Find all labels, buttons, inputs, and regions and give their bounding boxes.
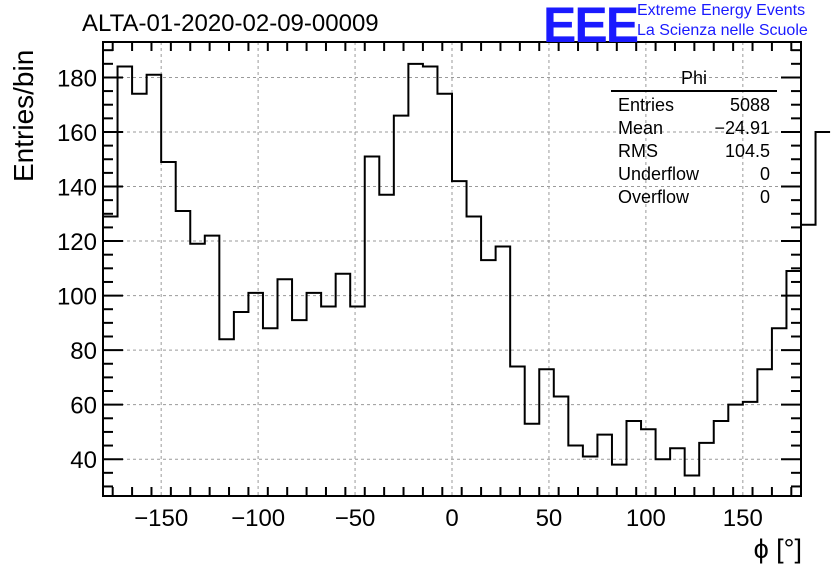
histogram-bin	[627, 421, 642, 496]
stats-row-underflow: Underflow 0	[611, 163, 777, 186]
histogram-bin	[568, 446, 583, 496]
histogram-bin	[278, 279, 293, 496]
histogram-bin	[248, 293, 263, 496]
histogram-line	[103, 62, 831, 477]
histogram-bin	[728, 405, 743, 496]
histogram-bin	[379, 195, 394, 496]
histogram-bin	[510, 366, 525, 496]
x-tick-label: 0	[445, 505, 458, 532]
stats-row-entries: Entries 5088	[611, 94, 777, 117]
x-tick-label: −150	[134, 505, 188, 532]
x-tick-label: 100	[626, 505, 666, 532]
stats-value: 0	[759, 187, 770, 207]
stats-box: Phi Entries 5088 Mean −24.91 RMS 104.5 U…	[611, 68, 777, 209]
histogram-bin	[685, 476, 700, 496]
tick-labels: −150 −100 −50 0 50 100 150 40 60 80 100 120 140 160 18…	[57, 65, 763, 532]
histogram-bin	[423, 67, 438, 496]
histogram-bin	[554, 396, 569, 496]
histogram-bin	[205, 236, 220, 496]
x-axis-label: ϕ [°]	[753, 534, 802, 564]
y-tick-label: 140	[57, 175, 97, 202]
histogram-bin	[234, 312, 249, 496]
x-tick-label: −100	[231, 505, 285, 532]
stats-row-rms: RMS 104.5	[611, 140, 777, 163]
y-tick-label: 60	[70, 393, 97, 420]
histogram-bin	[452, 181, 467, 496]
histogram-bin	[539, 369, 554, 496]
stats-value: −24.91	[714, 118, 770, 138]
stats-label: Overflow	[618, 187, 690, 207]
histogram-bin	[161, 162, 176, 496]
stats-label: Underflow	[618, 164, 700, 184]
y-tick-label: 80	[70, 338, 97, 365]
histogram-bin	[394, 116, 409, 496]
histogram-bin	[757, 369, 772, 496]
histogram-bin	[321, 306, 336, 496]
histogram-bin	[801, 225, 816, 496]
chart-title: ALTA-01-2020-02-09-00009	[82, 10, 379, 37]
stats-row-mean: Mean −24.91	[611, 117, 777, 140]
histogram-bin	[365, 157, 380, 496]
stats-value: 5088	[729, 95, 770, 115]
y-tick-label: 160	[57, 120, 97, 147]
histogram-bin	[292, 320, 307, 496]
histogram-bin	[118, 67, 133, 496]
stats-value: 104.5	[724, 141, 770, 161]
histogram-series	[103, 62, 831, 496]
histogram-bin	[190, 244, 205, 496]
stats-value: 0	[759, 164, 770, 184]
histogram-bin	[641, 429, 656, 496]
eee-logo: EEE	[543, 0, 639, 53]
histogram-bin	[336, 274, 351, 496]
x-tick-label: 50	[536, 505, 563, 532]
y-tick-label: 40	[70, 447, 97, 474]
stats-label: Mean	[618, 118, 664, 138]
histogram-bin	[612, 465, 627, 496]
stats-row-overflow: Overflow 0	[611, 186, 777, 209]
stats-label: RMS	[618, 141, 658, 161]
y-tick-label: 180	[57, 65, 97, 92]
x-tick-label: −50	[335, 505, 376, 532]
histogram-bin	[699, 443, 714, 496]
x-tick-label: 150	[723, 505, 763, 532]
histogram-bin	[263, 328, 278, 496]
histogram-bin	[467, 217, 482, 496]
histogram-bin	[670, 448, 685, 496]
histogram-bin	[597, 435, 612, 496]
histogram-bin	[743, 402, 758, 496]
axis-ticks	[103, 42, 801, 496]
y-tick-label: 100	[57, 284, 97, 311]
logo-line-1: Extreme Energy Events	[637, 2, 806, 19]
histogram-bin	[350, 306, 365, 496]
histogram-bin	[786, 271, 801, 496]
histogram-bin	[408, 64, 423, 496]
stats-label: Entries	[618, 95, 675, 115]
histogram-bin	[816, 132, 831, 496]
histogram-bin	[496, 247, 511, 496]
histogram-bin	[525, 424, 540, 496]
histogram-bin	[656, 459, 671, 496]
histogram-bin	[147, 75, 162, 496]
logo-line-2: La Scienza nelle Scuole	[637, 22, 808, 39]
histogram-bin	[132, 94, 147, 496]
histogram-bin	[714, 421, 729, 496]
histogram-bin	[772, 328, 787, 496]
y-axis-label: Entries/bin	[8, 49, 39, 182]
histogram-bin	[176, 211, 191, 496]
histogram-bin	[219, 339, 234, 496]
y-tick-label: 120	[57, 229, 97, 256]
stats-title: Phi	[611, 68, 777, 92]
histogram-bin	[583, 456, 598, 496]
histogram-bin	[481, 260, 496, 496]
histogram-bin	[103, 217, 118, 496]
histogram-bin	[437, 94, 452, 496]
histogram-bin	[307, 293, 322, 496]
